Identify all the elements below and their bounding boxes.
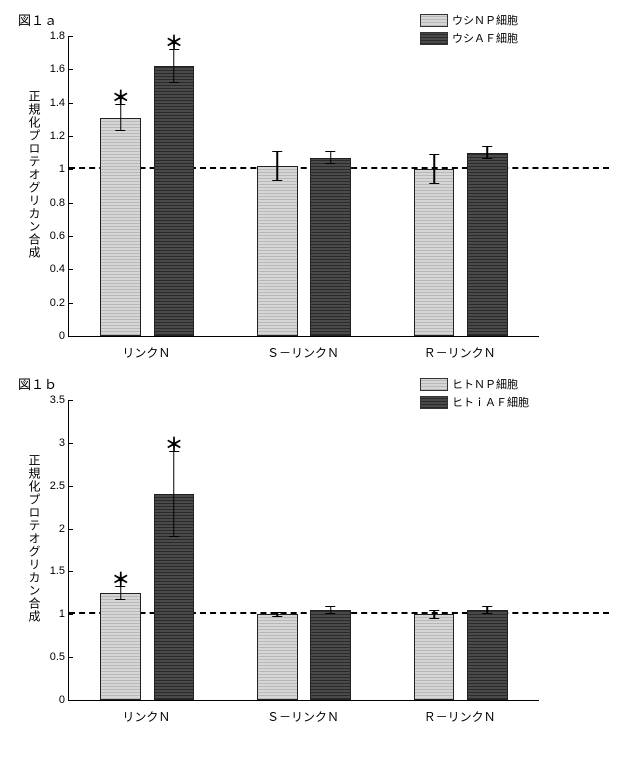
bar: [257, 614, 298, 700]
y-tick: 1.2: [50, 130, 69, 142]
y-tick: 0.4: [50, 263, 69, 275]
y-tick: 1: [59, 608, 69, 620]
y-tick: 1.5: [50, 565, 69, 577]
y-tick: 1: [59, 163, 69, 175]
y-axis-label: 正規化プロテオグリカン合成: [26, 454, 43, 623]
error-bar: [173, 451, 175, 537]
plot-area: 00.20.40.60.811.21.41.61.8＊＊: [68, 36, 539, 337]
legend-label: ヒトＮＰ細胞: [452, 376, 518, 392]
error-bar: [277, 612, 279, 617]
plot-area: 00.511.522.533.5＊＊: [68, 400, 539, 701]
significance-marker: ＊: [165, 29, 183, 55]
error-bar: [330, 606, 332, 615]
y-tick: 0: [59, 694, 69, 706]
error-bar: [330, 151, 332, 164]
legend-item: ヒトＮＰ細胞: [420, 376, 529, 392]
y-axis-label: 正規化プロテオグリカン合成: [26, 90, 43, 259]
bar: [414, 614, 455, 700]
legend-swatch: [420, 14, 448, 27]
bar: [100, 118, 141, 336]
figure-label: 図１ｂ: [18, 374, 57, 393]
bar: [154, 66, 195, 336]
x-tick-label: Ｓ－リンクＮ: [267, 708, 339, 725]
x-tick-label: Ｒ－リンクＮ: [424, 344, 496, 361]
y-tick: 0: [59, 330, 69, 342]
significance-marker: ＊: [112, 84, 130, 110]
legend-label: ウシＮＰ細胞: [452, 12, 518, 28]
x-tick-label: Ｓ－リンクＮ: [267, 344, 339, 361]
error-bar: [487, 606, 489, 615]
error-bar: [433, 154, 435, 184]
y-tick: 3: [59, 437, 69, 449]
y-tick: 2.5: [50, 480, 69, 492]
figure-label: 図１ａ: [18, 10, 57, 29]
bar: [414, 169, 455, 336]
x-tick-label: リンクＮ: [122, 344, 170, 361]
bar: [310, 610, 351, 700]
bar: [310, 158, 351, 336]
bar: [100, 593, 141, 700]
bar: [257, 166, 298, 336]
legend-swatch: [420, 378, 448, 391]
x-tick-label: リンクＮ: [122, 708, 170, 725]
y-tick: 3.5: [50, 394, 69, 406]
significance-marker: ＊: [165, 431, 183, 457]
y-tick: 0.5: [50, 651, 69, 663]
x-tick-label: Ｒ－リンクＮ: [424, 708, 496, 725]
legend-item: ウシＮＰ細胞: [420, 12, 518, 28]
y-tick: 1.6: [50, 63, 69, 75]
error-bar: [433, 610, 435, 619]
y-tick: 1.4: [50, 97, 69, 109]
bar: [467, 153, 508, 336]
y-tick: 0.6: [50, 230, 69, 242]
y-tick: 2: [59, 523, 69, 535]
y-tick: 0.2: [50, 297, 69, 309]
y-tick: 1.8: [50, 30, 69, 42]
bar: [467, 610, 508, 700]
y-tick: 0.8: [50, 197, 69, 209]
error-bar: [277, 151, 279, 181]
error-bar: [487, 146, 489, 159]
significance-marker: ＊: [112, 566, 130, 592]
